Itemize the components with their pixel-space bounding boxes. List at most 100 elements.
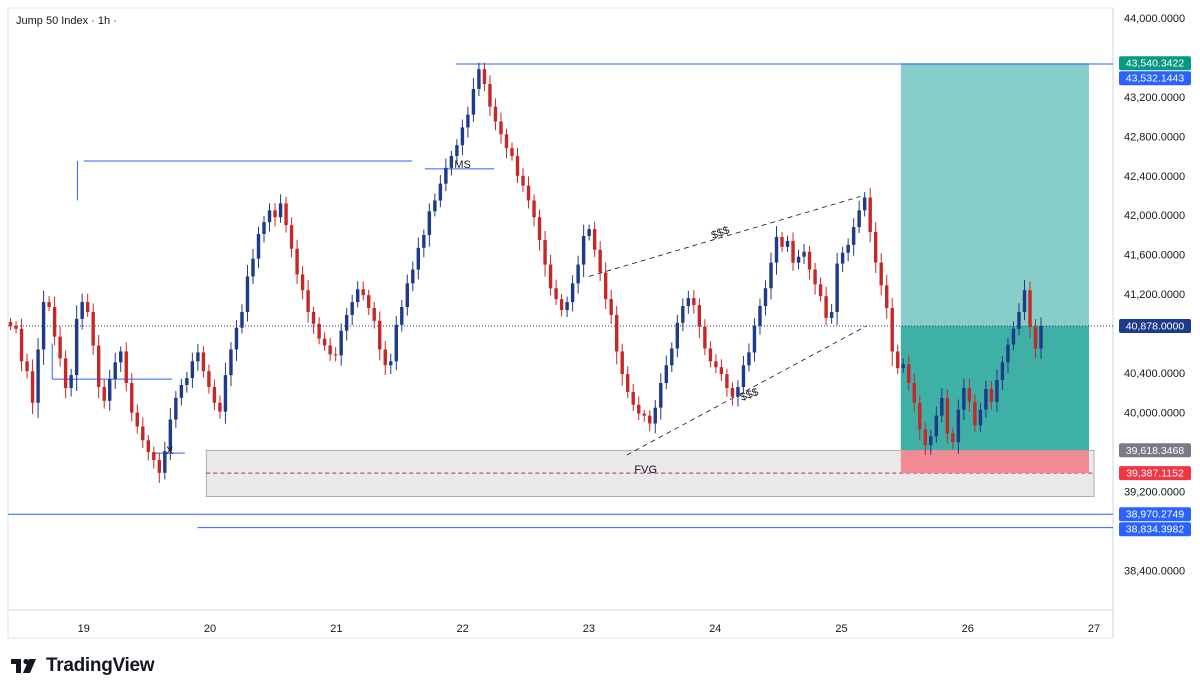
candle-body [504,134,509,149]
candle-body [372,308,376,321]
candle-body [741,365,746,387]
candle [697,298,702,339]
candle [124,342,128,392]
candle [256,226,261,269]
candle [785,235,790,252]
candle [278,194,283,223]
candle [907,355,911,391]
candle [587,224,591,241]
x-tick-label: 21 [330,623,342,635]
candle-body [400,307,404,325]
candle-body [824,296,828,318]
candle-body [818,284,823,297]
candle [1011,321,1016,351]
candle [642,409,646,422]
price-tag-label: 43,540.3422 [1126,58,1185,70]
candle-body [185,378,189,385]
candle-body [521,175,525,186]
candle [510,142,514,161]
candle-body [80,302,84,319]
price-tag-label: 43,532.1443 [1126,73,1185,85]
candle [978,402,983,433]
chart-title: Jump 50 Index · 1h · [16,15,117,27]
candle [355,281,360,308]
candle-body [807,251,812,270]
candle-body [124,351,128,384]
candle [802,244,806,265]
candle-body [835,263,839,312]
candle [532,194,536,227]
candle-body [1006,344,1010,363]
candle [648,410,652,432]
candle [1000,356,1005,391]
candle [923,422,928,455]
price-tag-bg [1119,56,1191,71]
channel-upper [588,196,861,277]
candle-body [30,371,35,403]
candle [416,237,421,280]
candle [218,395,222,419]
candle-body [344,314,349,331]
y-tick-label: 42,000.0000 [1124,210,1185,222]
y-tick-label: 41,200.0000 [1124,289,1185,301]
candle [835,252,839,326]
time-axis[interactable]: 19 20 21 22 23 24 25 26 27 [78,623,1101,635]
candle-body [262,222,266,234]
y-tick-label: 42,400.0000 [1124,171,1185,183]
candle-body [41,302,46,350]
candle-body [295,248,299,275]
y-tick-label: 41,600.0000 [1124,250,1185,262]
candle-body [592,229,597,250]
candle [466,106,470,138]
lines-layer [8,63,1113,529]
candle-body [174,397,178,420]
candle [91,303,95,355]
candle-body [355,289,360,303]
x-tick-label: 20 [204,623,216,635]
candle-body [659,383,663,408]
candle [868,187,872,243]
candle [488,75,492,116]
candle-body [758,306,762,326]
candle [102,379,106,409]
candle-body [929,436,933,446]
candle-body [278,203,283,218]
price-tag: 38,970.2749 [1119,507,1191,522]
candle [967,378,972,413]
candle [19,318,24,372]
candle-body [840,252,845,264]
candle-body [482,69,487,84]
candle [405,274,410,316]
candle-body [47,302,51,308]
candle [30,359,35,415]
candle [620,343,624,386]
candle-body [422,234,426,248]
candle [747,343,751,372]
candle-body [493,106,498,122]
candle-body [653,407,657,424]
candle-body [1028,290,1032,327]
candle [350,294,354,326]
candle [317,317,321,345]
candle [592,221,597,258]
candle [201,346,206,378]
price-axis[interactable]: 44,000.0000 43,200.0000 42,800.0000 42,400.… [1124,13,1185,578]
candle [945,389,950,444]
brand[interactable]: TradingView [10,655,155,677]
candle-body [361,289,365,296]
candle [829,304,834,324]
price-tag: 39,387.1152 [1119,466,1191,481]
candle-body [433,200,437,212]
candle-body [714,361,718,368]
candle [394,315,398,371]
candle [251,248,255,285]
candle-body [416,247,421,270]
candle-body [603,272,608,300]
candle [372,301,376,329]
candle [80,293,84,330]
candle-body [703,326,707,349]
candle [780,232,784,252]
candle-body [36,349,40,403]
